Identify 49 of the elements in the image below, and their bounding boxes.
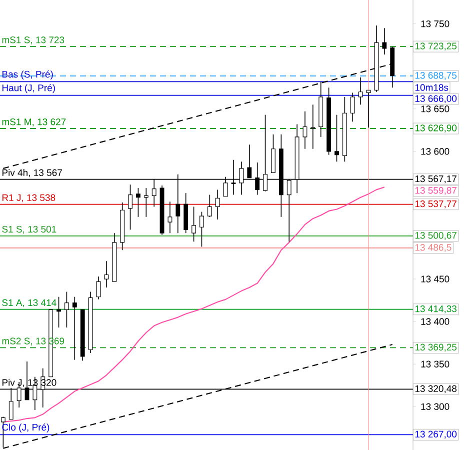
text: 13 486,5 xyxy=(415,244,452,252)
y-tick-label: 13 750 xyxy=(421,20,450,28)
text: 10m18s xyxy=(415,84,448,91)
candlestick xyxy=(350,92,355,122)
candlestick xyxy=(334,114,339,162)
candlestick xyxy=(366,90,371,128)
candlestick xyxy=(96,276,101,300)
ref-line-label: mS1 S, 13 723 xyxy=(2,36,64,44)
text: 13 723,25 xyxy=(415,42,457,50)
candlestick xyxy=(302,111,308,150)
ref-line-label: Piv 4h, 13 567 xyxy=(2,169,62,178)
y-tick-label: 13 350 xyxy=(421,360,450,368)
ref-line-label: mS1 M, 13 627 xyxy=(2,118,66,126)
ref-line-label: S1 A, 13 414 xyxy=(2,299,56,308)
candlestick xyxy=(64,291,69,328)
text: 13 414,33 xyxy=(415,305,457,314)
candlestick xyxy=(200,211,204,248)
candlestick xyxy=(136,188,140,218)
candlestick xyxy=(271,134,276,174)
candlestick xyxy=(207,194,212,218)
ref-line-label: S1 S, 13 501 xyxy=(2,226,56,234)
text: 13 267,00 xyxy=(415,430,457,439)
text: 13 567,17 xyxy=(415,175,456,184)
y-tick-label: 13 650 xyxy=(421,106,450,112)
candlestick xyxy=(72,296,77,360)
text: 13 320,48 xyxy=(415,385,457,394)
y-tick-label: 13 400 xyxy=(421,318,450,325)
ref-line-label: R1 J, 13 538 xyxy=(2,194,56,202)
text: 13 537,77 xyxy=(415,200,456,208)
candlestick xyxy=(310,104,316,150)
text: 13 369,25 xyxy=(415,344,457,352)
text: 13 559,87 xyxy=(415,187,456,195)
candlestick xyxy=(144,188,148,218)
y-tick-label: 13 600 xyxy=(421,148,450,155)
ref-line-label: Haut (J, Pré) xyxy=(2,84,55,94)
candlestick xyxy=(168,201,172,234)
text: 13 626,90 xyxy=(415,124,457,132)
candlestick xyxy=(128,184,132,230)
candlestick xyxy=(104,260,109,288)
candlestick xyxy=(56,296,61,328)
y-tick-label: 13 300 xyxy=(421,403,450,410)
candlestick xyxy=(382,28,387,55)
y-tick-label: 13 450 xyxy=(421,276,450,282)
candlestick xyxy=(192,206,196,242)
candlestick xyxy=(215,189,220,220)
text: 13 500,67 xyxy=(415,232,456,240)
candlestick xyxy=(358,77,363,106)
text: 13 688,75 xyxy=(415,72,457,80)
text: 13 666,00 xyxy=(415,95,457,104)
